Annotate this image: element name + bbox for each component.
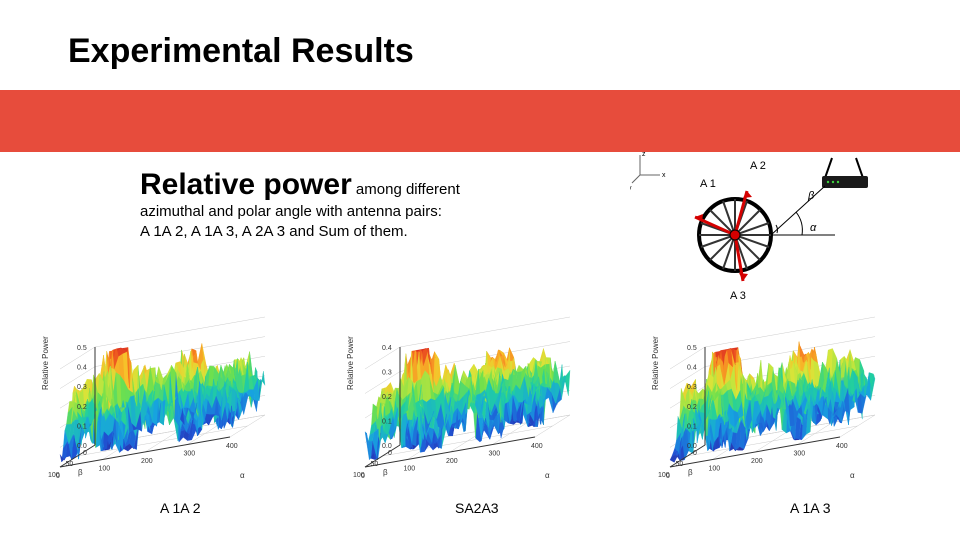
svg-text:200: 200 [751, 458, 763, 465]
caption-c3: A 1A 3 [790, 500, 830, 516]
label-a2: A 2 [750, 160, 766, 172]
svg-text:0.0: 0.0 [687, 443, 697, 450]
svg-text:0.1: 0.1 [77, 423, 87, 430]
svg-text:Relative Power: Relative Power [346, 336, 355, 390]
svg-text:400: 400 [836, 443, 848, 450]
svg-text:300: 300 [489, 451, 501, 458]
accent-bar [0, 90, 960, 152]
chart-a1a3: 0.00.10.20.30.40.50501000100200300400Rel… [650, 310, 940, 480]
body-tail: among different [352, 181, 460, 198]
svg-text:0.3: 0.3 [687, 384, 697, 391]
svg-text:α: α [545, 471, 550, 480]
svg-text:0: 0 [666, 473, 670, 480]
router-icon [822, 158, 868, 188]
svg-text:0.2: 0.2 [687, 404, 697, 411]
label-a1: A 1 [700, 178, 716, 190]
svg-text:Relative Power: Relative Power [41, 336, 50, 390]
svg-text:0: 0 [388, 450, 392, 457]
svg-text:0.3: 0.3 [77, 384, 87, 391]
label-beta: β [808, 190, 814, 202]
svg-text:200: 200 [446, 458, 458, 465]
svg-text:0.4: 0.4 [687, 365, 697, 372]
svg-text:100: 100 [404, 466, 416, 473]
svg-text:400: 400 [531, 443, 543, 450]
svg-text:0.4: 0.4 [77, 365, 87, 372]
svg-text:0.2: 0.2 [77, 404, 87, 411]
svg-text:50: 50 [66, 461, 74, 468]
antenna-diagram: z x y [630, 150, 890, 320]
slide-title: Experimental Results [68, 32, 414, 71]
svg-text:x: x [662, 172, 666, 179]
wheel-icon [695, 191, 771, 281]
svg-text:0.4: 0.4 [382, 345, 392, 352]
svg-text:300: 300 [184, 451, 196, 458]
svg-text:0.1: 0.1 [382, 419, 392, 426]
body-line3: A 1A 2, A 1A 3, A 2A 3 and Sum of them. [140, 222, 570, 242]
svg-text:0.3: 0.3 [382, 370, 392, 377]
caption-c1: A 1A 2 [160, 500, 200, 516]
svg-text:0.5: 0.5 [687, 345, 697, 352]
svg-text:0: 0 [83, 450, 87, 457]
svg-text:y: y [630, 185, 632, 192]
svg-text:β: β [688, 468, 693, 477]
svg-text:α: α [240, 471, 245, 480]
svg-text:0: 0 [693, 450, 697, 457]
svg-text:α: α [850, 471, 855, 480]
svg-text:0.5: 0.5 [77, 345, 87, 352]
svg-text:400: 400 [226, 443, 238, 450]
svg-text:β: β [78, 468, 83, 477]
svg-text:0.2: 0.2 [382, 394, 392, 401]
body-line2: azimuthal and polar angle with antenna p… [140, 202, 570, 222]
svg-text:β: β [383, 468, 388, 477]
label-a3: A 3 [730, 290, 746, 302]
chart-a2a3: 0.00.10.20.30.40501000100200300400Relati… [345, 310, 635, 480]
svg-text:0.0: 0.0 [77, 443, 87, 450]
caption-c2: SA2A3 [455, 500, 499, 516]
charts-row: 0.0 0.1 0.2 0.3 0.4 0.5 0 50 100 0 100 200 300 400 Rel… [40, 310, 940, 510]
svg-text:300: 300 [794, 451, 806, 458]
chart-a1a2: 0.00.10.20.30.40.50501000100200300400Rel… [40, 310, 330, 480]
svg-text:0: 0 [361, 473, 365, 480]
svg-text:50: 50 [371, 461, 379, 468]
svg-text:100: 100 [709, 466, 721, 473]
body-heading: Relative power [140, 168, 352, 201]
svg-text:50: 50 [676, 461, 684, 468]
label-alpha: α [810, 222, 816, 234]
svg-text:0.1: 0.1 [687, 423, 697, 430]
svg-text:z: z [642, 151, 646, 158]
svg-text:100: 100 [99, 466, 111, 473]
svg-text:200: 200 [141, 458, 153, 465]
body-text: Relative power among different azimuthal… [140, 168, 570, 241]
svg-text:Relative Power: Relative Power [651, 336, 660, 390]
svg-text:0.0: 0.0 [382, 443, 392, 450]
svg-text:0: 0 [56, 473, 60, 480]
